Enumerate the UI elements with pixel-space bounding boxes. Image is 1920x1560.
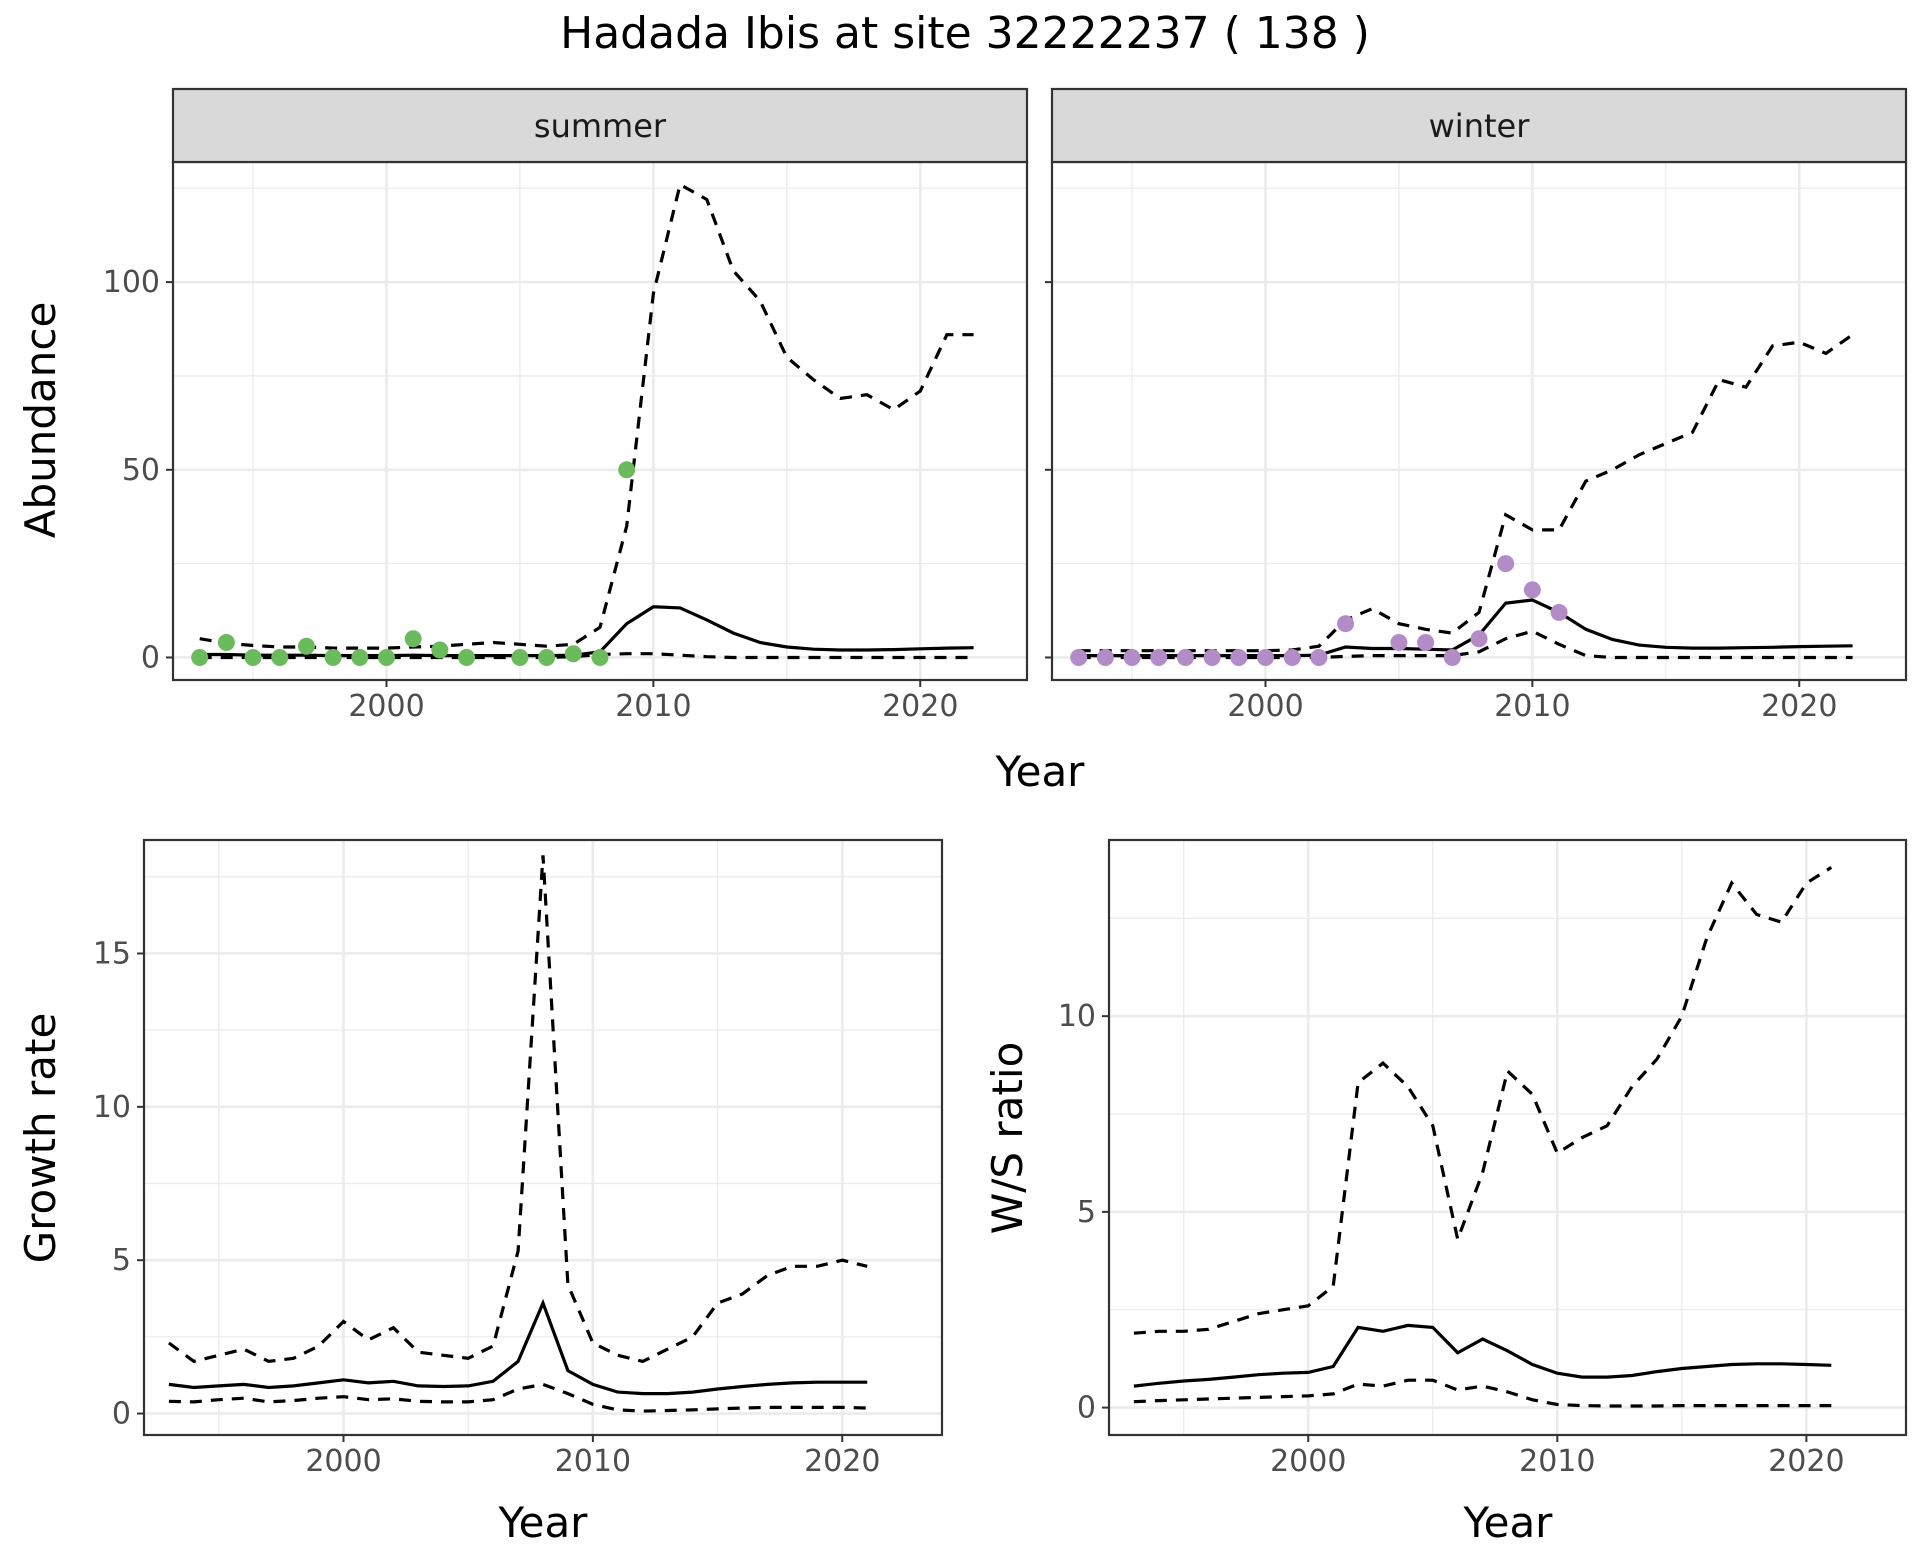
summer-observation-point [351,648,369,666]
abundance-x-axis-title: Year [995,747,1086,796]
summer-observation-point [297,637,315,655]
summer-observation-point [244,648,262,666]
panel-abundance-summer: 2000 2010 2020 0 50 100 summer [103,87,1029,724]
winter-observation-point [1390,633,1408,651]
y-tick-label: 0 [141,640,160,675]
summer-observation-point [538,648,556,666]
x-tick-label: 2000 [1270,1444,1346,1479]
winter-observation-point [1523,581,1541,599]
summer-observation-point [191,648,209,666]
panel-abundance-winter: 2000 2010 2020 winter [1045,87,1908,724]
y-tick-label: 0 [112,1397,131,1432]
summer-observation-point [271,648,289,666]
summer-observation-point [404,630,422,648]
winter-observation-point [1417,633,1435,651]
winter-observation-point [1257,648,1274,666]
chart-title: Hadada Ibis at site 32222237 ( 138 ) [560,8,1370,59]
winter-observation-point [1470,630,1488,648]
strip-summer [171,87,1029,164]
winter-observation-point [1550,603,1568,621]
x-tick-label: 2020 [882,689,958,724]
growth-mean-line [168,1298,868,1396]
ws-x-axis-title: Year [1463,1498,1554,1547]
strip-winter-label: winter [1429,107,1531,145]
y-tick-label: 10 [1058,999,1096,1034]
x-tick-label: 2000 [348,689,424,724]
summer-observation-point [324,648,342,666]
panel-ws-ratio: 2000 2010 2020 0 5 10 [1058,838,1908,1479]
x-tick-label: 2010 [1494,689,1570,724]
ws-y-axis-title: W/S ratio [983,1042,1032,1235]
x-tick-label: 2010 [615,689,691,724]
winter-observation-point [1337,615,1355,633]
panel-border [1107,838,1908,1437]
y-tick-label: 5 [112,1243,131,1278]
growth-x-axis-title: Year [498,1498,589,1547]
x-tick-label: 2020 [804,1444,880,1479]
x-tick-label: 2010 [555,1444,631,1479]
y-tick-label: 5 [1077,1195,1096,1230]
strip-winter [1050,87,1908,164]
summer-observation-point [511,648,529,666]
winter-observation-point [1230,648,1248,666]
panel-border [142,838,944,1437]
summer-observation-point [458,648,476,666]
winter-observation-point [1150,648,1168,666]
winter-observation-point [1283,648,1301,666]
winter-observation-point [1096,648,1114,666]
y-tick-label: 0 [1077,1391,1096,1426]
ws-lower-line [1133,1378,1832,1408]
abundance-y-axis-title: Abundance [16,302,65,539]
y-tick-label: 50 [122,453,160,488]
winter-observation-point [1203,648,1221,666]
strip-summer-label: summer [534,107,667,145]
winter-observation-point [1070,648,1088,666]
x-tick-label: 2000 [305,1444,381,1479]
growth-lower-line [168,1382,868,1413]
summer-upper-line [199,182,974,650]
winter-observation-point [1443,648,1461,666]
summer-observation-point [564,645,582,663]
summer-observation-point [591,648,609,666]
winter-observation-point [1123,648,1141,666]
x-tick-label: 2020 [1761,689,1837,724]
y-tick-label: 15 [93,936,131,971]
summer-observation-point [431,641,449,659]
ws-mean-line [1133,1323,1832,1388]
winter-observation-point [1497,555,1515,573]
y-tick-label: 100 [103,265,160,300]
x-tick-label: 2010 [1519,1444,1595,1479]
x-tick-label: 2020 [1768,1444,1844,1479]
summer-observation-point [378,648,395,666]
winter-observation-point [1176,648,1194,666]
winter-observation-point [1310,648,1328,666]
summer-observation-point [618,461,636,479]
x-tick-label: 2000 [1227,689,1303,724]
panel-growth-rate: 2000 2010 2020 0 5 10 15 [93,838,944,1479]
growth-y-axis-title: Growth rate [16,1013,65,1264]
y-tick-label: 10 [93,1090,131,1125]
summer-observation-point [217,633,235,651]
growth-upper-line [167,855,868,1364]
